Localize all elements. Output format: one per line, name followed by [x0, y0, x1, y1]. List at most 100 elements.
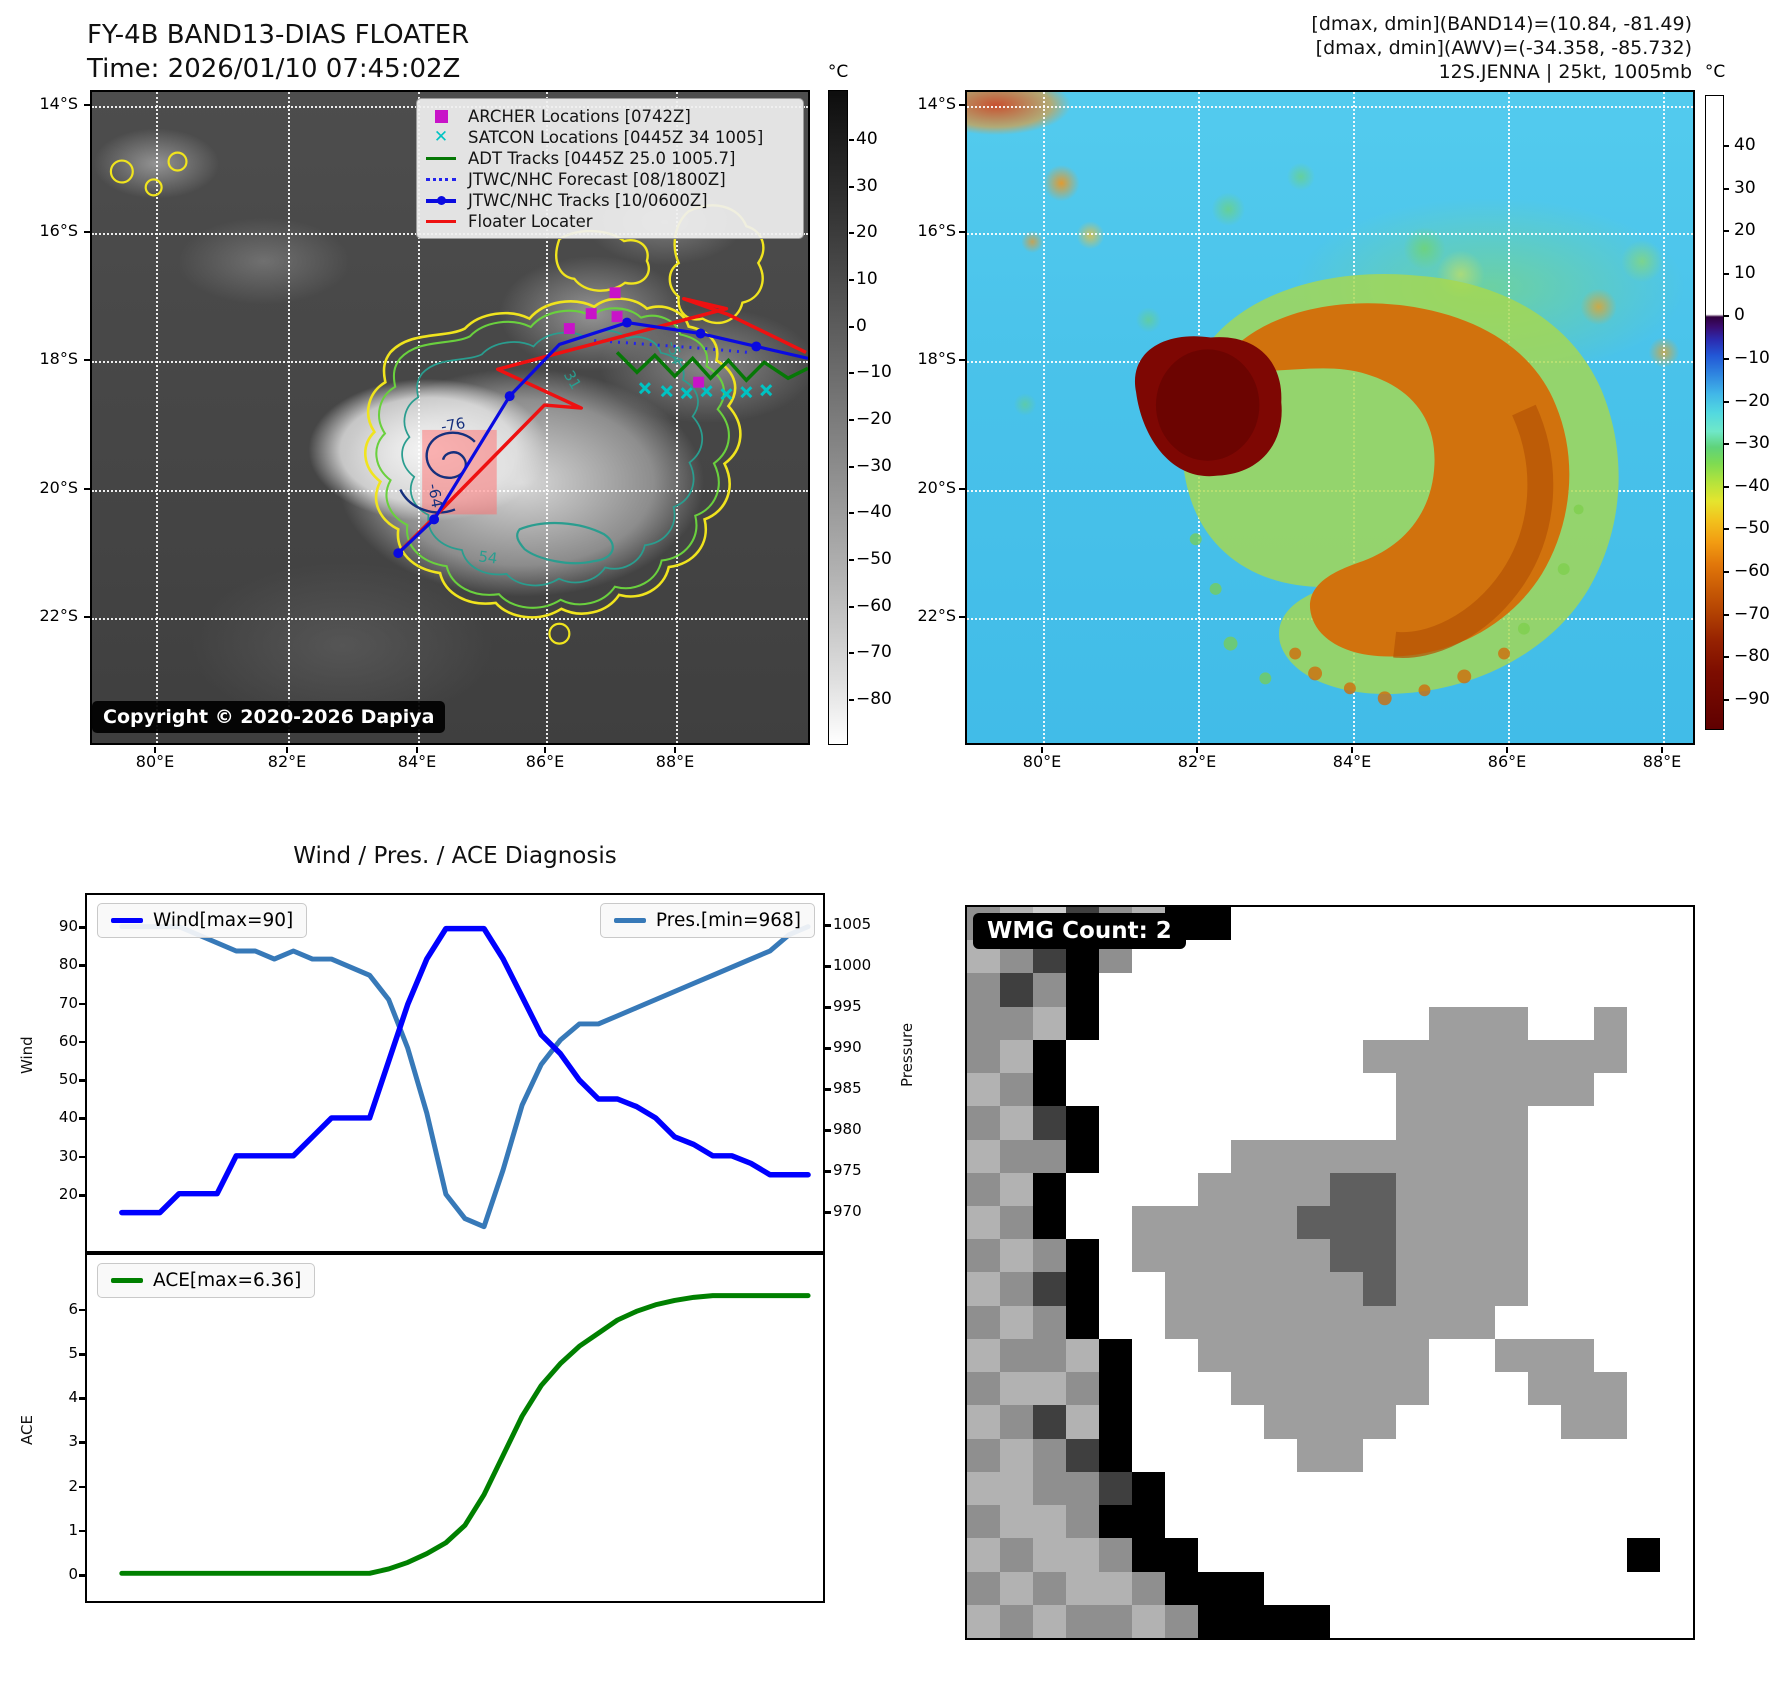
wmg-cell: [1297, 1471, 1330, 1506]
wmg-cell: [1231, 1272, 1264, 1306]
contour-label: -54: [663, 339, 687, 367]
wmg-cell: [1528, 1139, 1561, 1173]
legend-item: ADT Tracks [0445Z 25.0 1005.7]: [423, 148, 795, 169]
archer-square-icon: [434, 110, 448, 123]
pressure-tick-label: 1005: [833, 915, 872, 933]
wmg-cell: [1297, 1206, 1330, 1240]
wmg-cell: [1132, 1538, 1165, 1572]
ir-enhanced-map: [965, 90, 1695, 745]
wmg-cell: [1363, 1571, 1396, 1605]
wmg-cell: [1000, 973, 1033, 1007]
colorbar-left-tickmark: [849, 232, 854, 235]
wmg-cell: [1594, 1571, 1627, 1605]
wmg-cell: [1330, 1471, 1363, 1506]
wmg-cell: [1231, 1172, 1264, 1207]
wmg-cell: [1231, 1106, 1264, 1140]
wmg-cell: [1099, 1538, 1132, 1572]
wmg-cell: [1066, 1505, 1099, 1539]
wmg-cell: [1363, 907, 1396, 941]
wmg-cell: [1099, 1338, 1132, 1373]
wmg-cell: [1429, 1538, 1462, 1572]
lon-tickmark: [1041, 747, 1043, 753]
wmg-cell: [1561, 1172, 1594, 1207]
wmg-cell: [1330, 1006, 1363, 1040]
wmg-cell: [1495, 1438, 1528, 1472]
wmg-cell: [1363, 1073, 1396, 1107]
wmg-cell: [1396, 1172, 1429, 1207]
wmg-cell: [1330, 1305, 1363, 1339]
wmg-cell: [1396, 1538, 1429, 1572]
satcon-swatch: ✕: [423, 129, 459, 146]
wmg-cell: [1594, 1239, 1627, 1273]
wmg-cell: [1099, 1305, 1132, 1339]
wmg-cell: [1561, 907, 1594, 941]
wmg-cell: [1429, 1372, 1462, 1406]
colorbar-right-tick: −10: [1734, 348, 1770, 368]
wmg-cell: [1660, 1006, 1693, 1040]
pressure-tick-label: 1000: [833, 956, 872, 974]
lat-tickmark: [84, 359, 90, 361]
wmg-cell: [1363, 973, 1396, 1007]
floater-swatch: [423, 219, 459, 224]
wmg-cell: [1033, 1206, 1066, 1240]
wmg-cell: [1330, 1604, 1363, 1638]
wmg-cell: [1627, 1438, 1660, 1472]
lon-tickmark: [154, 747, 156, 753]
colorbar-left-tickmark: [849, 699, 854, 702]
wmg-cell: [1627, 1239, 1660, 1273]
pressure-axis-label: Pressure: [898, 1022, 916, 1088]
wind-axis-label: Wind: [18, 1036, 36, 1074]
satcon-x-icon: ✕: [433, 127, 449, 147]
lat-tick-label: 22°S: [917, 606, 956, 625]
storm-orange-body: [1220, 303, 1570, 657]
wmg-cell: [1495, 1372, 1528, 1406]
wmg-cell: [1330, 940, 1363, 974]
wmg-cell: [1627, 1372, 1660, 1406]
forecast-dotted-line-icon: [426, 178, 456, 181]
wmg-cell: [1495, 1505, 1528, 1539]
wmg-cell: [1264, 1471, 1297, 1506]
ir-header-line1: [dmax, dmin](BAND14)=(10.84, -81.49): [1311, 13, 1692, 35]
wmg-cell: [1033, 1505, 1066, 1539]
legend-label: ARCHER Locations [0742Z]: [468, 107, 691, 126]
wmg-cell: [1363, 1206, 1396, 1240]
satcon-x-icon: [760, 384, 773, 397]
ace-tickmark: [79, 1353, 85, 1356]
wmg-cell: [1627, 940, 1660, 974]
colorbar-right-tick: −70: [1734, 603, 1770, 624]
wmg-cell: [1363, 1305, 1396, 1339]
wmg-cell: [1363, 1239, 1396, 1273]
wmg-cell: [1396, 1239, 1429, 1273]
contour-navy-core: [425, 431, 476, 479]
wmg-cell: [1462, 1604, 1495, 1638]
wmg-cell: [1660, 1405, 1693, 1439]
wmg-cell: [1198, 1405, 1231, 1439]
wmg-cell: [1363, 1471, 1396, 1506]
wmg-cell: [1594, 1538, 1627, 1572]
wmg-cell: [1033, 1438, 1066, 1472]
wmg-cell: [1660, 1172, 1693, 1207]
wmg-cell: [1132, 1571, 1165, 1605]
wmg-cell: [1099, 1604, 1132, 1638]
wmg-cell: [1594, 1372, 1627, 1406]
lat-tickmark: [959, 231, 965, 233]
wmg-cell: [1198, 1471, 1231, 1506]
ace-tickmark: [79, 1529, 85, 1533]
lon-tickmark: [544, 747, 546, 753]
wmg-cell: [1297, 1172, 1330, 1207]
wmg-cell: [1429, 1338, 1462, 1373]
wind-tick-label: 70: [58, 993, 78, 1012]
colorbar-right-tickmark: [1724, 400, 1729, 403]
colorbar-right-tickmark: [1724, 485, 1729, 488]
wmg-cell: [1099, 1505, 1132, 1539]
wmg-cell: [1000, 1571, 1033, 1605]
wmg-cell: [1033, 1272, 1066, 1306]
green-speckles: [1189, 504, 1584, 685]
lon-tickmark: [674, 747, 676, 753]
colorbar-left-tickmark: [849, 419, 854, 422]
gridline-vertical: [676, 92, 678, 743]
colorbar-left-tickmark: [849, 559, 854, 562]
wmg-cell: [1627, 907, 1660, 941]
wmg-cell: [1132, 1272, 1165, 1306]
